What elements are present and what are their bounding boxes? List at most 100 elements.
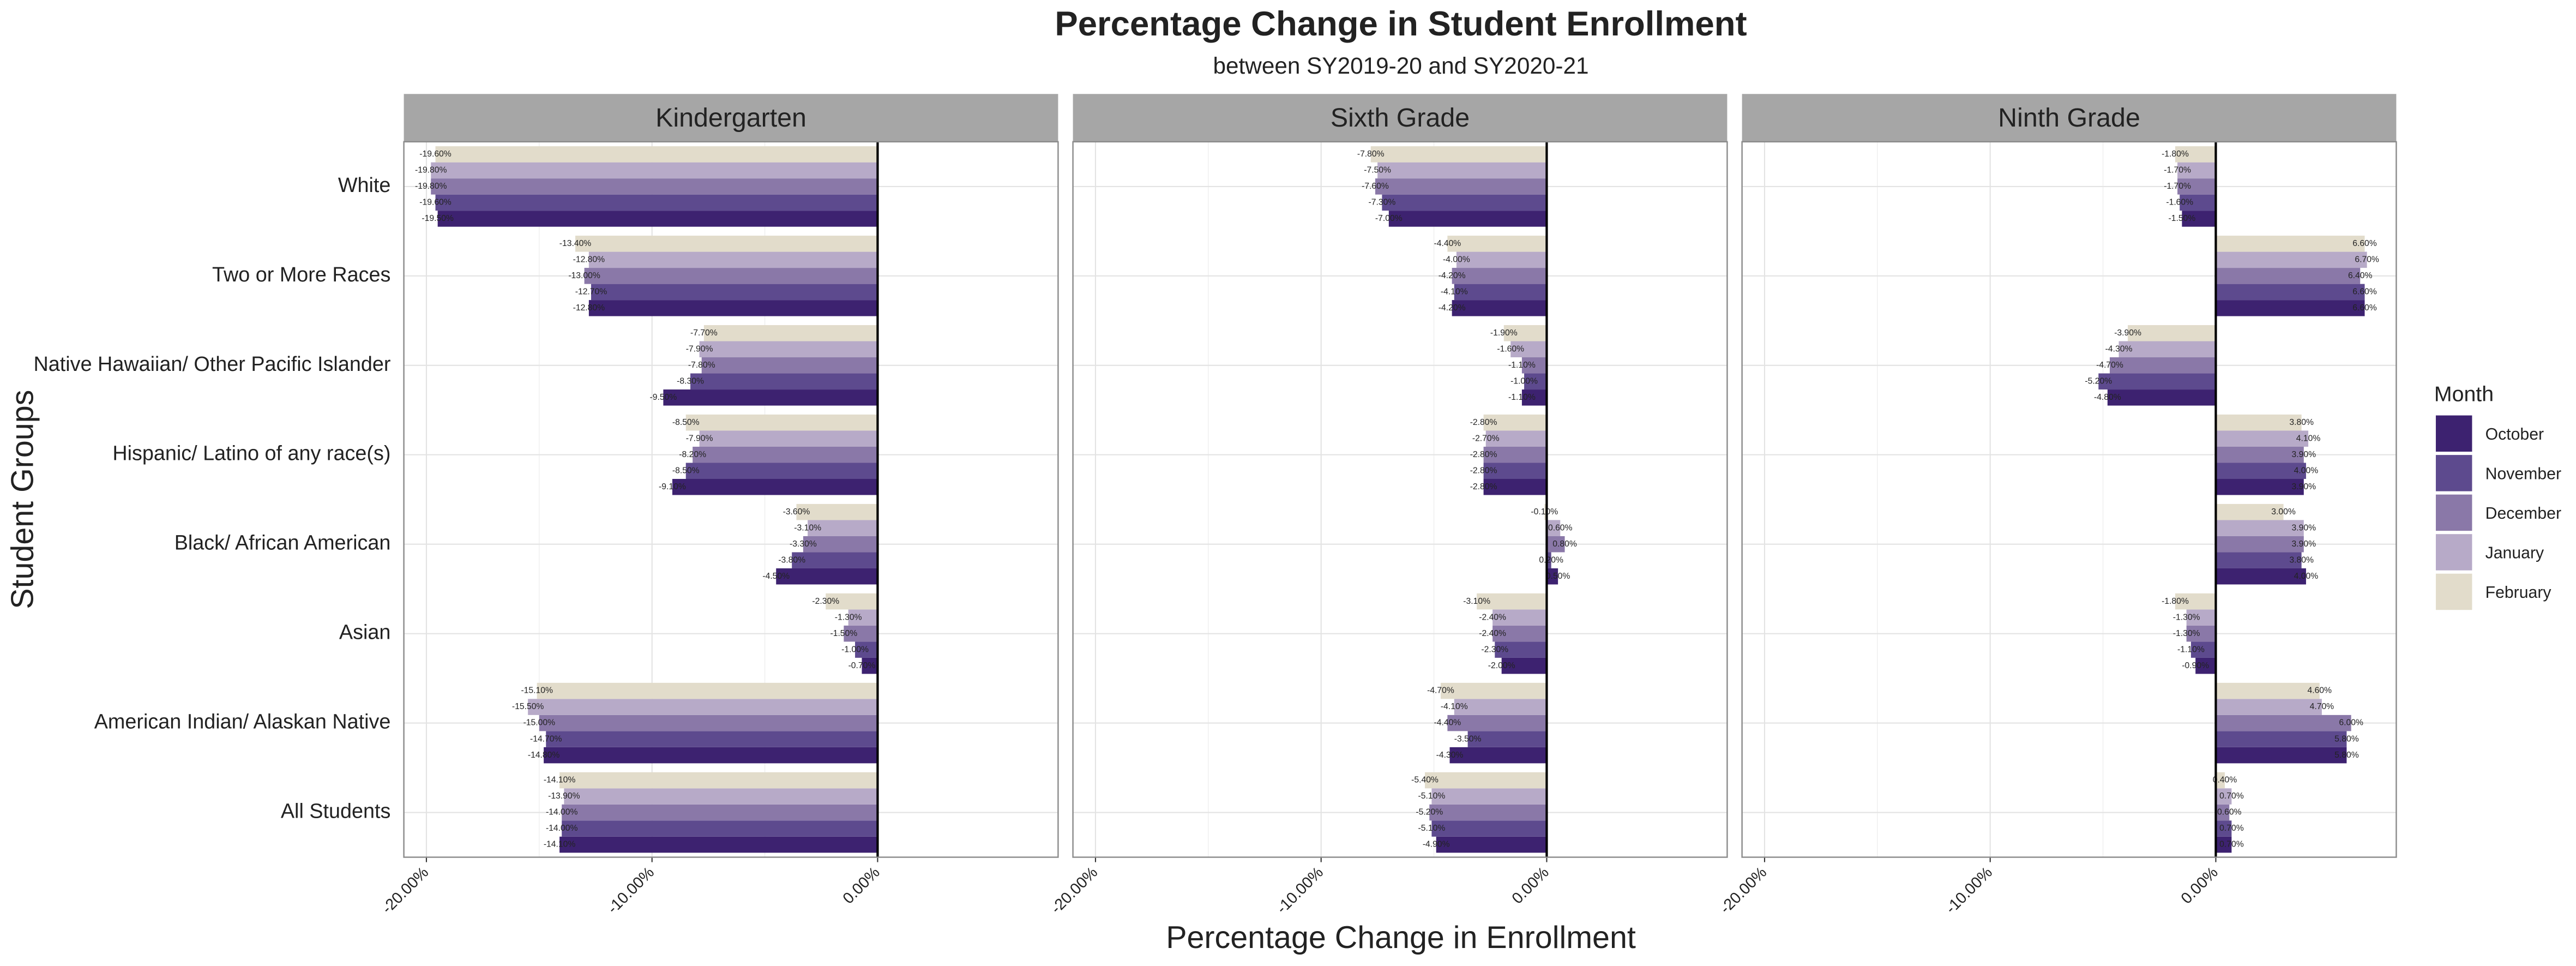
bar bbox=[848, 609, 878, 626]
bar bbox=[2216, 715, 2351, 731]
bar bbox=[2216, 682, 2320, 699]
bar bbox=[2175, 146, 2216, 163]
value-label: -1.60% bbox=[2166, 198, 2193, 207]
value-label: -4.20% bbox=[1439, 303, 1466, 313]
bar bbox=[584, 268, 878, 284]
value-label: 6.00% bbox=[2339, 718, 2363, 728]
x-axis-title: Percentage Change in Enrollment bbox=[1166, 920, 1636, 955]
value-label: 6.60% bbox=[2352, 239, 2377, 248]
y-tick-label: All Students bbox=[281, 800, 391, 823]
bar bbox=[2128, 325, 2216, 341]
value-label: -5.10% bbox=[1418, 824, 1446, 833]
bar bbox=[431, 162, 878, 179]
bar bbox=[1546, 536, 1565, 553]
bar bbox=[1524, 373, 1547, 390]
bar bbox=[1454, 284, 1547, 301]
value-label: -13.00% bbox=[568, 271, 600, 280]
value-label: 4.00% bbox=[2294, 572, 2319, 581]
strip-background bbox=[1742, 94, 2397, 142]
value-label: -13.90% bbox=[548, 791, 580, 801]
value-label: -1.10% bbox=[2177, 645, 2205, 654]
value-label: -5.20% bbox=[1416, 808, 1443, 817]
value-label: 4.70% bbox=[2310, 702, 2334, 711]
value-label: -2.70% bbox=[1472, 434, 1500, 443]
bar bbox=[1377, 162, 1547, 179]
bar bbox=[663, 389, 878, 406]
bar bbox=[1492, 625, 1547, 642]
legend-swatch bbox=[2435, 534, 2472, 571]
bar bbox=[1521, 389, 1547, 406]
bar bbox=[2195, 657, 2216, 674]
bar bbox=[1483, 463, 1547, 479]
bar bbox=[808, 520, 878, 536]
value-label: -9.10% bbox=[659, 482, 686, 491]
bar bbox=[1546, 552, 1551, 568]
bar bbox=[575, 236, 878, 252]
value-label: 0.40% bbox=[2213, 776, 2237, 785]
value-label: 4.10% bbox=[2296, 434, 2321, 443]
value-label: -0.90% bbox=[2182, 661, 2209, 670]
legend-title: Month bbox=[2434, 382, 2494, 406]
value-label: -7.00% bbox=[1375, 214, 1403, 223]
value-label: 0.70% bbox=[2219, 824, 2244, 833]
value-label: -4.10% bbox=[1441, 287, 1468, 297]
value-label: -1.70% bbox=[2164, 182, 2191, 191]
bar bbox=[546, 731, 878, 747]
bar bbox=[1440, 682, 1547, 699]
panel-title: Sixth Grade bbox=[1331, 103, 1470, 133]
value-label: -1.90% bbox=[1490, 328, 1518, 338]
value-label: 3.90% bbox=[2292, 523, 2316, 532]
bar bbox=[693, 446, 878, 463]
bar bbox=[1485, 430, 1547, 447]
value-label: 0.60% bbox=[1548, 523, 1573, 532]
bar bbox=[2216, 804, 2230, 821]
value-label: -2.00% bbox=[1488, 661, 1515, 670]
bar bbox=[1477, 593, 1547, 610]
bar bbox=[1510, 341, 1547, 358]
bar bbox=[2177, 162, 2216, 179]
value-label: -1.10% bbox=[1508, 361, 1536, 370]
value-label: -2.40% bbox=[1479, 613, 1506, 622]
y-tick-label: Asian bbox=[339, 621, 390, 644]
value-label: -1.50% bbox=[830, 629, 857, 638]
value-label: -14.00% bbox=[546, 824, 578, 833]
panel-title: Kindergarten bbox=[655, 103, 806, 133]
bar bbox=[435, 194, 878, 211]
value-label: -5.10% bbox=[1418, 791, 1446, 801]
bar bbox=[1483, 446, 1547, 463]
y-tick-label: Hispanic/ Latino of any race(s) bbox=[112, 442, 390, 465]
value-label: -7.70% bbox=[690, 328, 718, 338]
legend-swatch bbox=[2435, 455, 2472, 491]
value-label: -9.50% bbox=[650, 393, 677, 402]
bar bbox=[2098, 373, 2216, 390]
legend-label: December bbox=[2485, 505, 2561, 523]
bar bbox=[1431, 788, 1547, 805]
panel-border bbox=[1072, 141, 1728, 858]
bar bbox=[2182, 211, 2216, 227]
bar bbox=[1467, 731, 1547, 747]
bar bbox=[431, 178, 878, 195]
bar bbox=[559, 836, 878, 853]
bar bbox=[2216, 236, 2365, 252]
legend-label: November bbox=[2485, 465, 2561, 483]
bar bbox=[564, 788, 878, 805]
value-label: 4.60% bbox=[2307, 686, 2332, 695]
value-label: -1.80% bbox=[2162, 597, 2189, 606]
bar bbox=[2216, 820, 2232, 837]
value-label: 0.50% bbox=[1546, 572, 1570, 581]
value-label: 0.80% bbox=[1552, 539, 1577, 549]
bar bbox=[2216, 414, 2302, 431]
value-label: -3.10% bbox=[1463, 597, 1490, 606]
bar bbox=[776, 568, 878, 585]
panel-border bbox=[403, 141, 1059, 858]
bar bbox=[1521, 357, 1547, 374]
value-label: 4.00% bbox=[2294, 466, 2319, 475]
bar bbox=[1452, 268, 1547, 284]
y-tick-label: White bbox=[338, 174, 391, 197]
value-label: 6.40% bbox=[2348, 271, 2373, 280]
value-label: -1.70% bbox=[2164, 166, 2191, 175]
legend-swatch bbox=[2435, 573, 2472, 610]
value-label: -8.30% bbox=[677, 376, 704, 386]
value-label: 3.80% bbox=[2289, 555, 2314, 565]
